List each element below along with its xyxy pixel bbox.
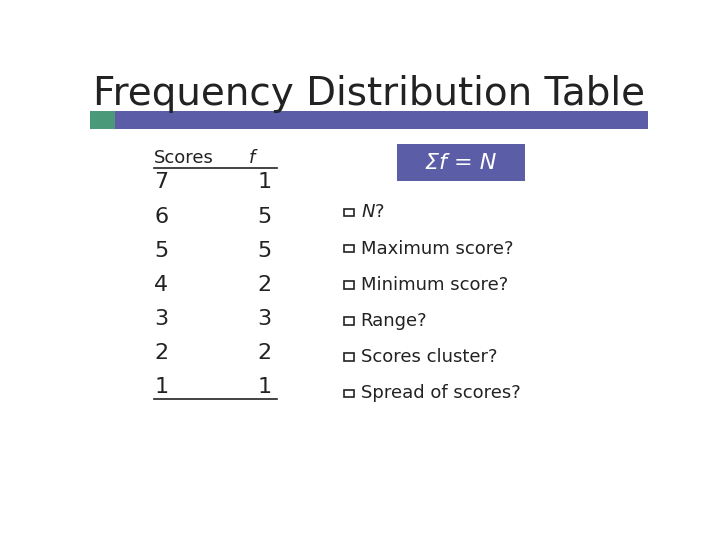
- Text: 2: 2: [258, 343, 271, 363]
- Text: Scores cluster?: Scores cluster?: [361, 348, 497, 366]
- Text: 1: 1: [154, 377, 168, 397]
- Text: Minimum score?: Minimum score?: [361, 276, 508, 294]
- Text: Range?: Range?: [361, 312, 427, 330]
- Text: 6: 6: [154, 207, 168, 227]
- Text: Σf = N: Σf = N: [426, 152, 497, 172]
- FancyBboxPatch shape: [397, 144, 526, 181]
- Text: 5: 5: [154, 241, 168, 261]
- Text: Spread of scores?: Spread of scores?: [361, 384, 521, 402]
- Text: 2: 2: [154, 343, 168, 363]
- Text: 2: 2: [258, 275, 271, 295]
- FancyBboxPatch shape: [90, 111, 115, 129]
- Text: 5: 5: [258, 241, 271, 261]
- Text: 3: 3: [154, 309, 168, 329]
- Text: $\it{N}$?: $\it{N}$?: [361, 204, 384, 221]
- Text: 3: 3: [258, 309, 271, 329]
- Text: 5: 5: [258, 207, 271, 227]
- Text: 4: 4: [154, 275, 168, 295]
- Text: f: f: [249, 150, 256, 167]
- FancyBboxPatch shape: [115, 111, 648, 129]
- Text: 1: 1: [258, 172, 271, 192]
- Text: Maximum score?: Maximum score?: [361, 240, 513, 258]
- Text: 7: 7: [154, 172, 168, 192]
- Text: Frequency Distribution Table: Frequency Distribution Table: [93, 75, 645, 113]
- Text: 1: 1: [258, 377, 271, 397]
- Text: Scores: Scores: [154, 150, 214, 167]
